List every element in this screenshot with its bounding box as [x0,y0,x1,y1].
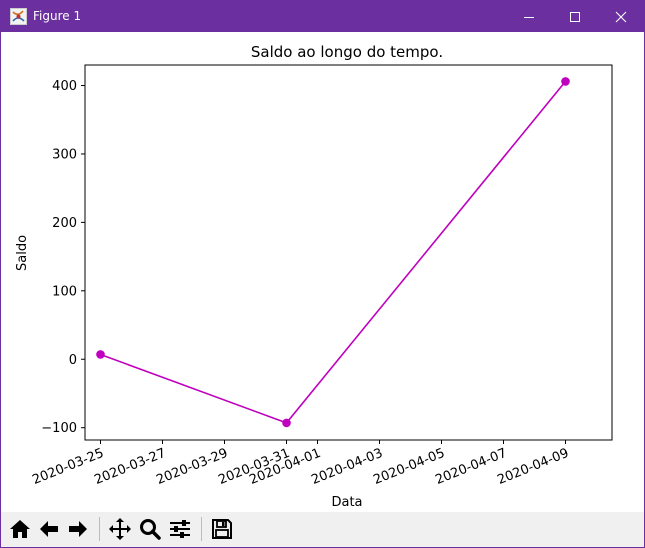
window-title: Figure 1 [33,9,82,23]
data-point [96,350,105,359]
plot-area [84,64,613,441]
data-point [282,418,291,428]
x-tick-label: 2020-04-09 [495,446,571,488]
y-tick-label: 0 [69,353,77,368]
pan-icon [109,518,131,540]
save-icon [212,519,232,539]
navigation-toolbar [1,512,644,547]
y-tick-label: 400 [52,79,77,94]
chart-title: Saldo ao longo do tempo. [251,43,443,61]
configure-subplots-button[interactable] [167,515,193,543]
maximize-icon [570,11,580,22]
toolbar-separator [201,517,202,541]
forward-button[interactable] [65,515,91,543]
x-axis-label: Data [331,495,362,510]
toolbar-separator [99,517,100,541]
y-axis: −100 0 100 200 300 400 [41,79,85,436]
y-axis-label: Saldo [15,235,30,271]
back-button[interactable] [36,515,62,543]
matplotlib-icon [10,8,27,25]
pan-button[interactable] [107,515,133,543]
back-icon [40,521,58,537]
data-point [561,77,570,86]
home-icon [10,520,30,538]
close-button[interactable] [598,1,644,32]
minimize-icon [524,16,534,18]
minimize-button[interactable] [506,1,552,32]
y-tick-label: 200 [52,216,77,231]
save-button[interactable] [209,515,235,543]
series-saldo [96,77,570,428]
title-bar[interactable]: Figure 1 [1,1,644,32]
y-tick-label: −100 [41,421,77,436]
y-tick-label: 100 [52,284,77,299]
figure-canvas[interactable]: Saldo ao longo do tempo. −100 0 100 200 300 4… [1,32,644,512]
line-chart: Saldo ao longo do tempo. −100 0 100 200 300 4… [15,43,613,510]
maximize-button[interactable] [552,1,598,32]
configure-subplots-icon [170,520,190,538]
y-tick-label: 300 [52,147,77,162]
zoom-icon [140,519,161,540]
x-axis: 2020-03-252020-03-272020-03-292020-03-31… [30,440,571,488]
forward-icon [69,521,87,537]
home-button[interactable] [7,515,33,543]
close-icon [615,11,627,22]
zoom-button[interactable] [137,515,163,543]
